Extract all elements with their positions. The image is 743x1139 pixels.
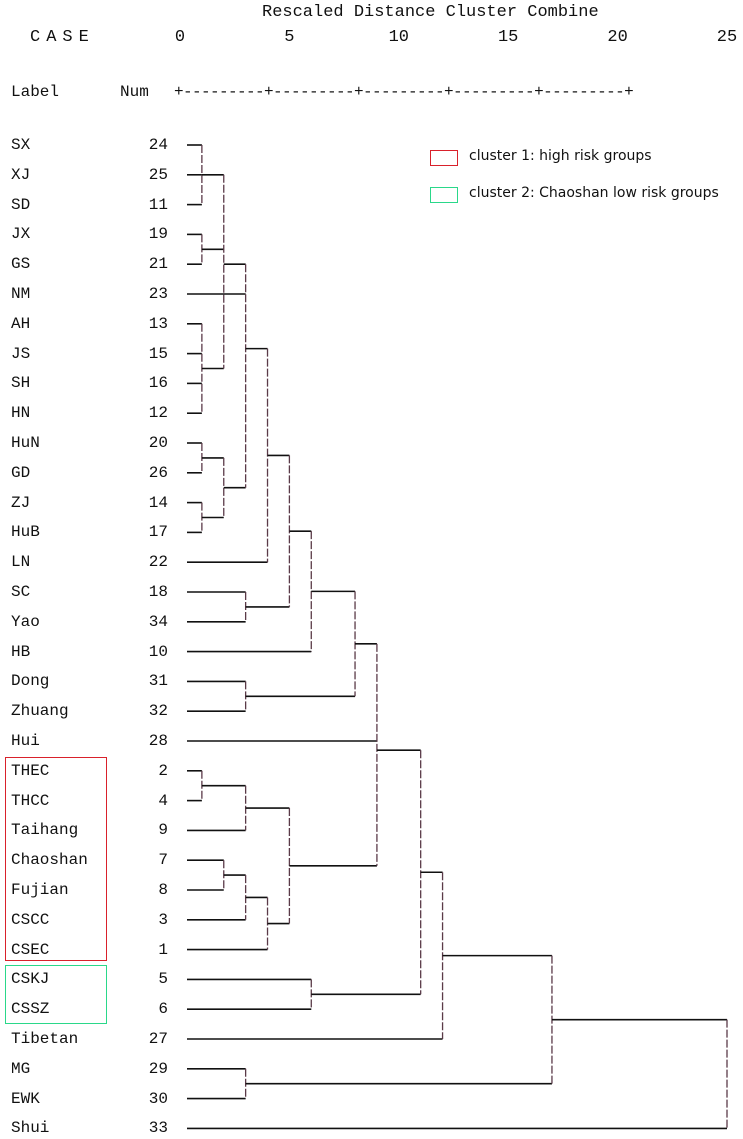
case-num: 3 [158,910,168,929]
case-num: 13 [148,314,168,333]
axis-tick-label: 0 [174,28,186,47]
case-num: 6 [158,1000,168,1019]
case-num: 19 [148,225,168,244]
case-label: SC [11,583,31,601]
case-num: 32 [148,702,168,721]
num-header: Num [120,83,149,101]
case-label: LN [11,553,31,572]
case-num: 30 [148,1089,168,1108]
case-num: 33 [148,1119,168,1138]
case-num: 25 [148,165,168,184]
case-num: 12 [148,404,168,423]
case-label: JX [11,225,31,244]
case-num: 4 [158,791,168,810]
legend-text-cluster-2: cluster 2: Chaoshan low risk groups [469,185,719,201]
axis-tick-label: 25 [716,28,738,47]
case-num: 14 [148,493,168,512]
case-label: Taihang [11,821,79,840]
label-header: Label [11,83,60,101]
case-num: 17 [148,523,168,542]
legend-swatch-cluster-1 [430,150,458,166]
case-label: Fujian [11,881,69,899]
case-num: 8 [158,881,168,899]
case-num: 2 [158,761,168,780]
case-num: 31 [148,672,168,691]
axis-tick-label: 15 [497,28,519,47]
case-num: 11 [148,195,168,214]
case-label: GS [11,255,31,274]
case-num: 26 [148,463,168,482]
case-label: Zhuang [11,702,69,721]
case-num: 16 [148,374,168,393]
case-num: 5 [158,970,168,989]
case-num: 21 [148,255,168,274]
axis-rule: +---------+---------+---------+---------… [174,83,634,101]
case-label: Chaoshan [11,851,88,870]
case-label: MG [11,1059,31,1078]
case-num: 22 [148,553,168,572]
axis-tick-label: 10 [388,28,409,47]
case-num: 10 [148,642,168,661]
case-num: 18 [148,583,168,601]
case-label: HuN [11,434,40,452]
case-label: CSSZ [11,1000,50,1019]
case-label: CSKJ [11,970,50,989]
case-num: 20 [148,434,168,452]
case-label: SH [11,374,31,393]
case-num: 7 [158,851,168,870]
case-label: Tibetan [11,1030,79,1048]
case-label: Hui [11,732,40,750]
case-header: CASE [30,28,95,47]
case-label: EWK [11,1089,40,1108]
case-label: SX [11,136,31,154]
case-label: GD [11,463,31,482]
case-label: HB [11,642,31,661]
case-num: 15 [148,344,168,363]
case-label: CSCC [11,910,50,929]
case-num: 23 [148,285,168,303]
case-label: HN [11,404,31,423]
case-num: 27 [148,1030,168,1048]
case-num: 29 [148,1059,168,1078]
axis-tick-label: 5 [284,28,295,47]
legend-swatch-cluster-2 [430,187,458,203]
chart-title: Rescaled Distance Cluster Combine [262,3,599,22]
case-num: 34 [148,612,168,631]
case-label: SD [11,195,31,214]
case-num: 28 [148,732,168,750]
case-num: 1 [158,940,168,959]
case-label: Shui [11,1119,50,1138]
case-label: THCC [11,791,50,810]
legend-text-cluster-1: cluster 1: high risk groups [469,148,652,164]
case-label: NM [11,285,31,303]
cluster-1-box [5,757,107,961]
case-label: AH [11,314,31,333]
case-label: ZJ [11,493,31,512]
case-label: JS [11,344,31,363]
case-label: HuB [11,523,40,542]
case-num: 9 [158,821,168,840]
axis-tick-label: 20 [607,28,628,47]
case-label: CSEC [11,940,50,959]
case-num: 24 [148,136,168,154]
case-label: Dong [11,672,50,691]
case-label: THEC [11,761,50,780]
case-label: XJ [11,165,31,184]
case-label: Yao [11,612,40,631]
cluster-2-box [5,965,107,1024]
